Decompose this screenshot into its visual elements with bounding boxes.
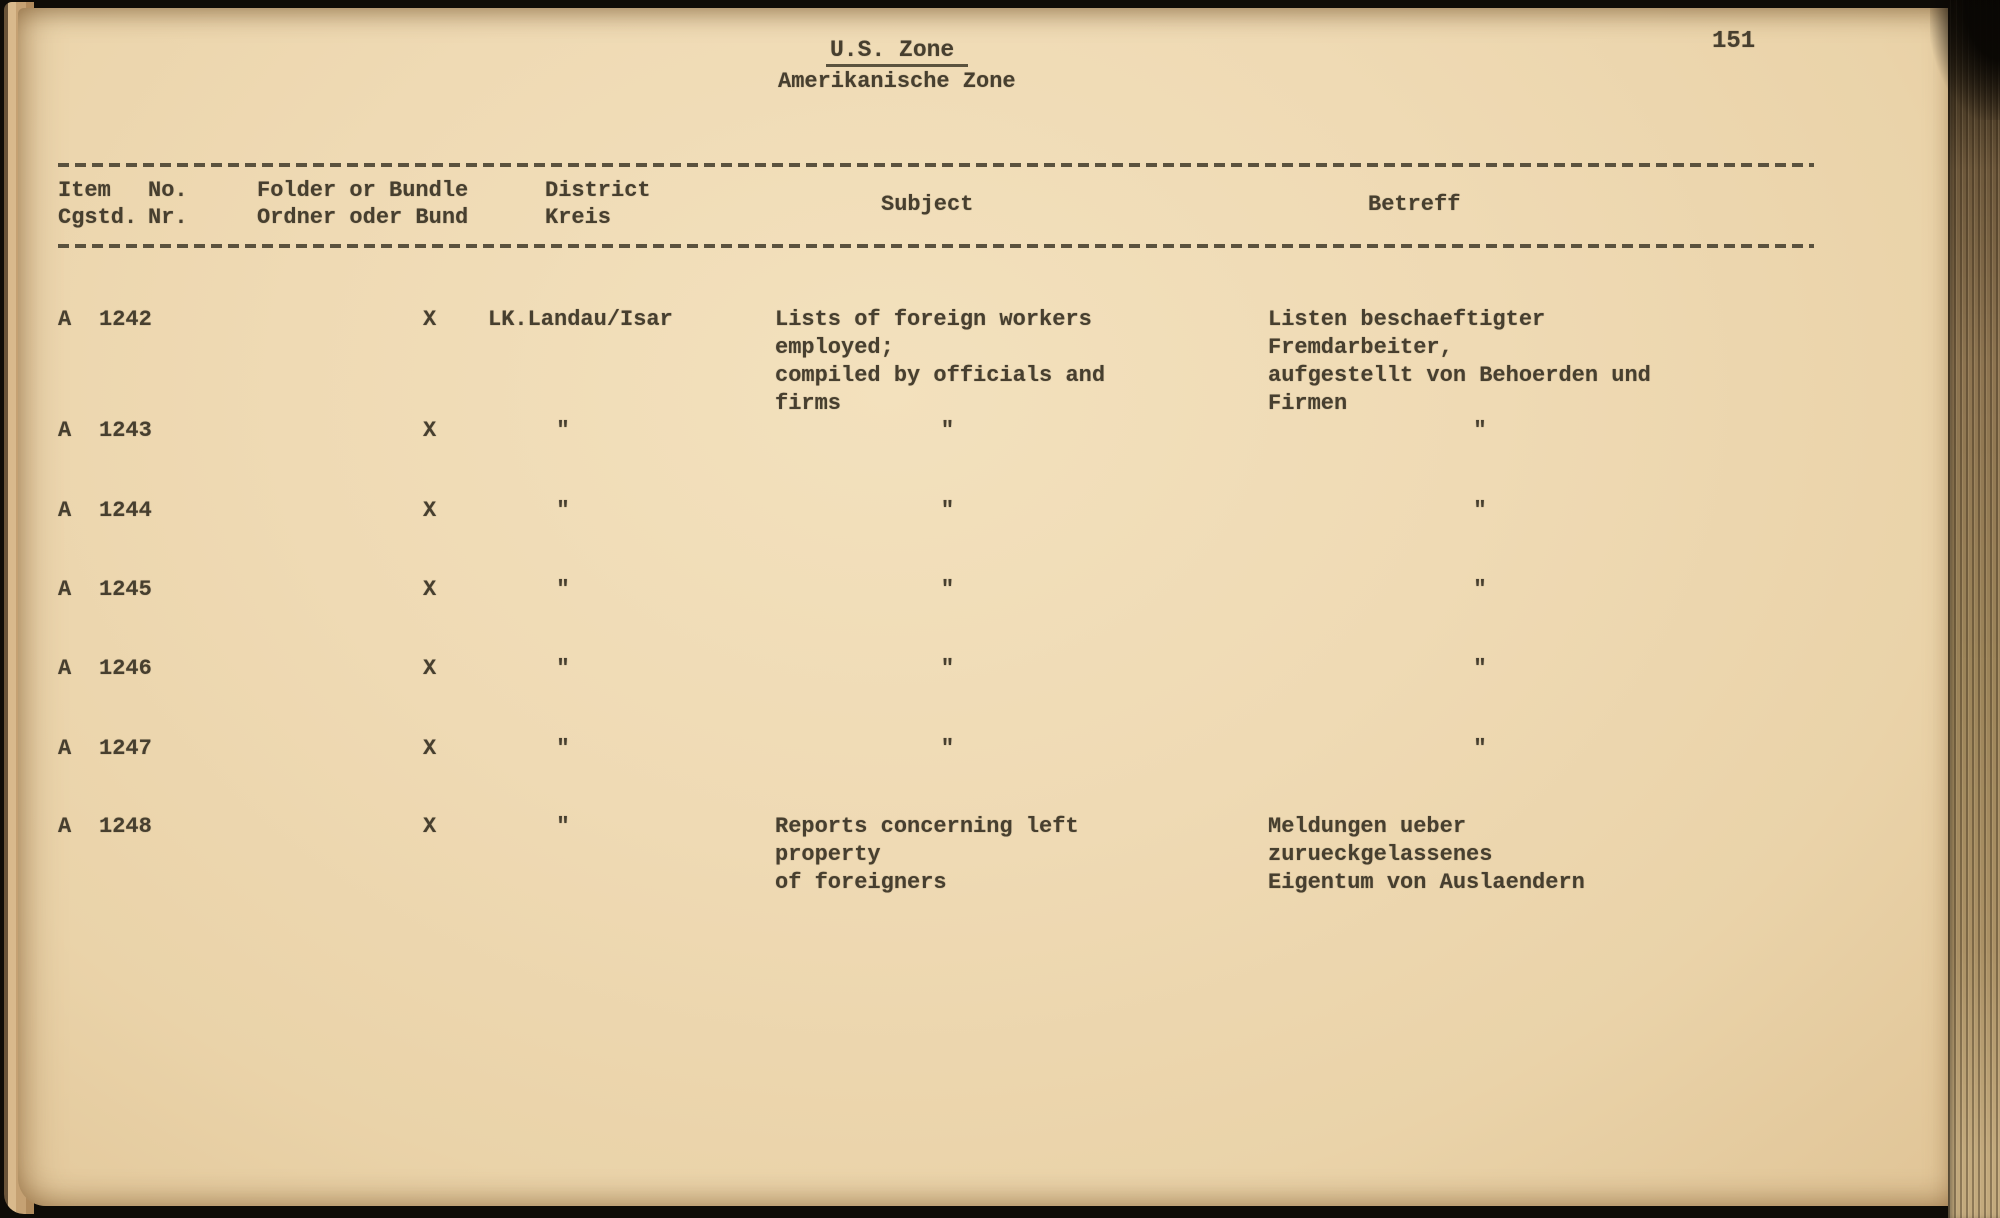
cell-item-number: 1248	[99, 814, 152, 839]
header-item-de: Cgstd.	[58, 205, 138, 230]
header-folder-de: Ordner oder Bund	[257, 205, 469, 230]
cell-district: "	[556, 814, 570, 839]
cell-district: "	[556, 418, 570, 443]
cell-betreff: Meldungen ueber zurueckgelassenes Eigent…	[1268, 814, 1585, 895]
header-betreff: Betreff	[1368, 192, 1461, 217]
cell-betreff: "	[1473, 736, 1487, 761]
cell-district: "	[556, 577, 570, 602]
cell-item-letter: A	[58, 814, 72, 839]
cell-item-letter: A	[58, 736, 72, 761]
cell-item-number: 1242	[99, 307, 152, 332]
header-district-en: District	[545, 178, 651, 203]
cell-folder-mark: X	[423, 577, 437, 602]
cell-item-letter: A	[58, 577, 72, 602]
cell-folder-mark: X	[423, 307, 437, 332]
cell-folder-mark: X	[423, 736, 437, 761]
cell-item-letter: A	[58, 498, 72, 523]
table-divider-bottom	[58, 244, 1814, 248]
cell-betreff: "	[1473, 418, 1487, 443]
cell-subject: Reports concerning left property of fore…	[775, 814, 1079, 895]
header-subject: Subject	[881, 192, 974, 217]
cell-district: "	[556, 498, 570, 523]
cell-item-number: 1244	[99, 498, 152, 523]
cell-folder-mark: X	[423, 814, 437, 839]
header-district-de: Kreis	[545, 205, 612, 230]
book-fore-edge	[1948, 0, 2000, 1218]
cell-subject: Lists of foreign workers employed; compi…	[775, 307, 1106, 416]
cell-betreff: Listen beschaeftigter Fremdarbeiter, auf…	[1268, 307, 1651, 416]
cell-item-letter: A	[58, 418, 72, 443]
header-no-en: No.	[148, 178, 188, 203]
book-fore-edge-shadow	[1930, 0, 2000, 120]
header-folder-en: Folder or Bundle	[257, 178, 469, 203]
cell-folder-mark: X	[423, 656, 437, 681]
cell-subject: "	[940, 577, 955, 602]
table-divider-top	[58, 163, 1814, 167]
cell-item-number: 1246	[99, 656, 152, 681]
cell-district: "	[556, 656, 570, 681]
cell-folder-mark: X	[423, 418, 437, 443]
cell-item-number: 1243	[99, 418, 152, 443]
cell-subject: "	[940, 418, 955, 443]
title-underline	[826, 64, 968, 67]
cell-betreff: "	[1473, 577, 1487, 602]
cell-betreff: "	[1473, 656, 1487, 681]
header-item-en: Item	[58, 178, 111, 203]
cell-subject: "	[940, 656, 955, 681]
cell-item-number: 1247	[99, 736, 152, 761]
cell-subject: "	[940, 498, 955, 523]
page-subtitle: Amerikanische Zone	[778, 69, 1016, 94]
header-no-de: Nr.	[148, 205, 188, 230]
cell-item-letter: A	[58, 656, 72, 681]
cell-subject: "	[940, 736, 955, 761]
cell-district: LK.Landau/Isar	[488, 307, 673, 332]
page-title: U.S. Zone	[830, 37, 955, 63]
cell-folder-mark: X	[423, 498, 437, 523]
cell-district: "	[556, 736, 570, 761]
cell-betreff: "	[1473, 498, 1487, 523]
cell-item-number: 1245	[99, 577, 152, 602]
page-number: 151	[1712, 28, 1756, 55]
paper-sheet	[18, 8, 1952, 1206]
cell-item-letter: A	[58, 307, 72, 332]
